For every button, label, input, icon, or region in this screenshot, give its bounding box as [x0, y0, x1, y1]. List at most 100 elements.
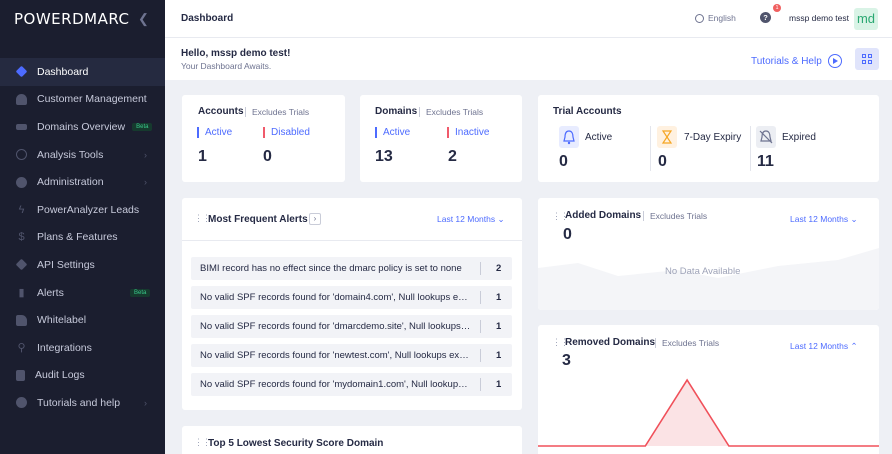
- sidebar-item-label: Dashboard: [37, 65, 89, 78]
- alert-count: 2: [496, 263, 502, 274]
- brand-logo[interactable]: POWERDMARC: [14, 10, 130, 28]
- document-icon: [16, 369, 25, 381]
- expiry-label: 7-Day Expiry: [684, 132, 742, 143]
- divider: [750, 126, 751, 171]
- chevron-right-icon: ›: [144, 149, 147, 160]
- alert-text: No valid SPF records found for 'newtest.…: [200, 350, 472, 361]
- gear-icon: [16, 176, 27, 188]
- disabled-label: Disabled: [263, 127, 310, 138]
- expiry-value: 0: [658, 153, 667, 170]
- sidebar-nav: Dashboard Customer Management Domains Ov…: [0, 58, 165, 417]
- divider: [182, 240, 522, 241]
- removed-value: 3: [562, 352, 571, 369]
- sidebar-item-integrations[interactable]: ⚲ Integrations: [0, 334, 165, 362]
- drag-handle-icon[interactable]: ⋮⋮: [194, 213, 211, 223]
- sidebar-item-plans-features[interactable]: $ Plans & Features: [0, 224, 165, 252]
- language-selector[interactable]: English: [695, 13, 736, 23]
- card-title: Removed Domains: [565, 337, 656, 348]
- sidebar-item-tutorials-help[interactable]: Tutorials and help ›: [0, 389, 165, 417]
- help-icon: [16, 397, 27, 409]
- sidebar-item-analysis-tools[interactable]: Analysis Tools ›: [0, 141, 165, 169]
- sidebar-item-domains-overview[interactable]: Domains Overview Beta: [0, 113, 165, 141]
- dollar-icon: $: [18, 231, 25, 244]
- sidebar-item-label: Audit Logs: [35, 369, 85, 382]
- beta-badge: Beta: [130, 288, 151, 297]
- alert-count: 1: [496, 379, 502, 390]
- inactive-value: 2: [448, 148, 457, 165]
- alert-count: 1: [496, 321, 502, 332]
- bar-chart-icon: ▮: [18, 287, 25, 300]
- tag-icon: [16, 314, 27, 326]
- active-label: Active: [197, 127, 232, 138]
- domains-icon: [16, 123, 27, 130]
- added-value: 0: [563, 226, 572, 243]
- grid-icon: [868, 54, 872, 58]
- sidebar-item-dashboard[interactable]: Dashboard: [0, 58, 165, 86]
- sidebar-item-administration[interactable]: Administration ›: [0, 168, 165, 196]
- period-label: Last 12 Months: [437, 214, 496, 224]
- divider: [480, 291, 481, 304]
- card-title: Most Frequent Alerts: [208, 214, 308, 225]
- greeting-subtitle: Your Dashboard Awaits.: [181, 61, 272, 71]
- sidebar-item-label: Whitelabel: [37, 314, 87, 327]
- layout-grid-button[interactable]: [855, 48, 879, 70]
- series-line: [538, 378, 879, 447]
- sidebar-item-label: Integrations: [37, 341, 92, 354]
- alert-text: No valid SPF records found for 'mydomain…: [200, 379, 472, 390]
- card-title: Domains: [375, 106, 418, 117]
- active-value: 1: [198, 148, 207, 165]
- sidebar-item-customer-management[interactable]: Customer Management: [0, 86, 165, 114]
- brand: POWERDMARC ❮: [0, 0, 165, 38]
- sidebar: POWERDMARC ❮ Dashboard Customer Manageme…: [0, 0, 165, 454]
- empty-chart-background: [538, 248, 879, 310]
- divider: [480, 320, 481, 333]
- alert-row[interactable]: No valid SPF records found for 'dmarcdem…: [191, 315, 512, 338]
- added-domains-card: ⋮⋮ Added Domains Excludes Trials 0 Last …: [538, 198, 879, 310]
- dashboard-icon: [15, 65, 28, 78]
- alert-row[interactable]: No valid SPF records found for 'newtest.…: [191, 344, 512, 367]
- grid-icon: [862, 60, 866, 64]
- card-note: Excludes Trials: [419, 107, 483, 117]
- username[interactable]: mssp demo test: [789, 13, 849, 23]
- users-icon: [16, 93, 27, 105]
- period-dropdown[interactable]: Last 12 Months ⌃: [790, 341, 858, 351]
- sidebar-item-label: Analysis Tools: [37, 148, 104, 161]
- card-title: Trial Accounts: [553, 106, 622, 117]
- sidebar-item-whitelabel[interactable]: Whitelabel: [0, 306, 165, 334]
- drag-handle-icon[interactable]: ⋮⋮: [194, 437, 211, 447]
- alert-row[interactable]: No valid SPF records found for 'mydomain…: [191, 373, 512, 396]
- drag-handle-icon[interactable]: ⋮⋮: [552, 211, 569, 221]
- card-title: Top 5 Lowest Security Score Domain: [208, 438, 384, 449]
- play-icon: [827, 54, 842, 68]
- avatar[interactable]: md: [854, 8, 878, 30]
- chevron-left-icon[interactable]: ❮: [138, 11, 149, 26]
- notification-badge: 1: [773, 4, 781, 12]
- alert-row[interactable]: BIMI record has no effect since the dmar…: [191, 257, 512, 280]
- sidebar-item-label: PowerAnalyzer Leads: [37, 203, 140, 216]
- expired-label: Expired: [782, 132, 816, 143]
- alert-text: No valid SPF records found for 'dmarcdem…: [200, 321, 472, 332]
- sidebar-item-label: API Settings: [37, 258, 95, 271]
- tutorials-help-link[interactable]: Tutorials & Help: [751, 54, 842, 68]
- help-icon[interactable]: ?: [760, 12, 771, 23]
- sidebar-item-audit-logs[interactable]: Audit Logs: [0, 362, 165, 390]
- drag-handle-icon[interactable]: ⋮⋮: [552, 337, 569, 347]
- no-data-text: No Data Available: [665, 266, 741, 277]
- expand-button[interactable]: ›: [309, 213, 321, 225]
- sidebar-item-api-settings[interactable]: API Settings: [0, 251, 165, 279]
- alert-row[interactable]: No valid SPF records found for 'domain4.…: [191, 286, 512, 309]
- chevron-right-icon: ›: [144, 177, 147, 188]
- bolt-icon: ϟ: [18, 203, 25, 216]
- period-dropdown[interactable]: Last 12 Months ⌄: [437, 214, 505, 224]
- chevron-right-icon: ›: [144, 397, 147, 408]
- sidebar-item-label: Tutorials and help: [37, 396, 121, 409]
- grid-icon: [862, 54, 866, 58]
- bell-off-icon: [756, 126, 776, 148]
- card-title: Accounts: [198, 106, 244, 117]
- sidebar-item-alerts[interactable]: ▮ Alerts Beta: [0, 279, 165, 307]
- plug-icon: ⚲: [17, 342, 26, 355]
- sidebar-item-poweranalyzer-leads[interactable]: ϟ PowerAnalyzer Leads: [0, 196, 165, 224]
- sidebar-item-label: Plans & Features: [37, 231, 118, 244]
- period-dropdown[interactable]: Last 12 Months ⌄: [790, 214, 858, 224]
- bell-icon: [559, 126, 579, 148]
